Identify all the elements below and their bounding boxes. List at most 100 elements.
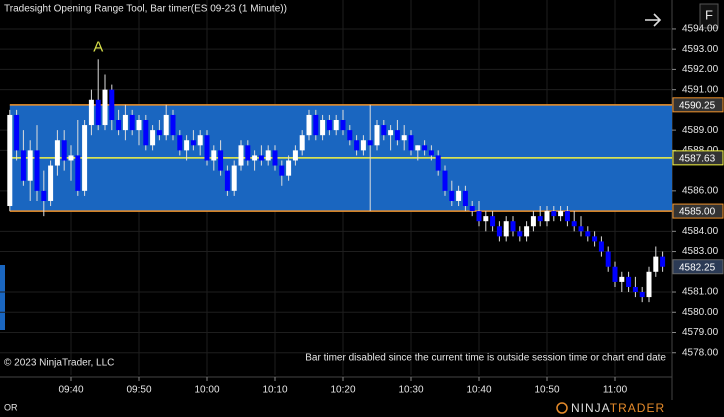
candle-body — [231, 165, 237, 191]
candle-body — [279, 165, 285, 176]
window-title: Tradesight Opening Range Tool, Bar timer… — [4, 4, 287, 15]
y-tick-label: 4584.00 — [682, 226, 719, 237]
candle-body — [122, 114, 128, 131]
candle-body — [401, 135, 407, 141]
candle-body — [306, 114, 312, 136]
x-tick-label: 10:10 — [262, 385, 287, 396]
candle-body — [313, 114, 319, 136]
y-tick-label: 4593.00 — [682, 44, 719, 55]
price-marker — [672, 203, 724, 219]
candle-body — [564, 211, 570, 222]
price-marker — [672, 97, 724, 113]
candle-body — [347, 130, 353, 141]
y-tick-label: 4586.00 — [682, 185, 719, 196]
y-tick-label: 4578.00 — [682, 347, 719, 358]
candle-body — [435, 155, 441, 171]
price-marker — [672, 259, 724, 275]
candle-body — [82, 125, 88, 191]
candle-body — [258, 155, 264, 161]
toolbar-button-label[interactable]: F — [705, 7, 713, 22]
logo-part: NINJA — [571, 401, 610, 415]
candle-body — [7, 114, 13, 207]
candle-body — [619, 276, 625, 282]
candle-body — [374, 125, 380, 146]
candle-body — [354, 140, 360, 151]
candle-body — [524, 226, 530, 237]
candle-body — [510, 221, 516, 232]
candle-body — [340, 120, 346, 131]
candle-body — [204, 135, 210, 161]
x-tick-label: 09:40 — [58, 385, 83, 396]
annotation: A — [93, 38, 103, 55]
candle-body — [184, 140, 190, 151]
candle-body — [218, 150, 224, 171]
candle-body — [646, 271, 652, 298]
candle-body — [95, 99, 101, 126]
candle-body — [102, 89, 108, 126]
x-tick-label: 09:50 — [126, 385, 151, 396]
candle-body — [272, 150, 278, 166]
candle-body — [551, 211, 557, 217]
copyright: © 2023 NinjaTrader, LLC — [4, 358, 114, 369]
candle-body — [265, 150, 271, 161]
candle-body — [156, 130, 162, 136]
candle-body — [639, 292, 645, 298]
y-tick-label: 4592.00 — [682, 64, 719, 75]
candle-body — [626, 276, 632, 287]
candle-body — [27, 150, 33, 181]
candle-body — [109, 89, 115, 121]
candle-body — [612, 266, 618, 282]
candle-body — [48, 165, 54, 201]
side-handle[interactable] — [0, 265, 5, 330]
candle-body — [517, 231, 523, 237]
candle-body — [333, 120, 339, 131]
price-marker-label: 4587.63 — [679, 153, 716, 164]
candle-body — [558, 211, 564, 217]
candle-body — [54, 140, 60, 166]
candle-body — [456, 190, 462, 201]
candle-body — [476, 211, 482, 222]
x-tick-label: 10:30 — [398, 385, 423, 396]
candle-body — [530, 216, 536, 227]
candle-body — [490, 216, 496, 227]
panel-label: OR — [4, 402, 18, 412]
candle-body — [75, 155, 81, 191]
candle-body — [170, 114, 176, 136]
logo-part: TRADER — [610, 401, 665, 415]
candle-body — [68, 155, 74, 161]
candle-body — [394, 130, 400, 141]
candle-body — [592, 236, 598, 242]
candle-body — [252, 155, 258, 161]
candle-body — [286, 160, 292, 176]
candle-body — [483, 216, 489, 222]
candle-body — [211, 150, 217, 161]
candle-body — [537, 216, 543, 222]
candle-body — [143, 120, 149, 146]
y-tick-label: 4583.00 — [682, 246, 719, 257]
y-tick-label: 4589.00 — [682, 125, 719, 136]
candle-body — [598, 241, 604, 252]
candle-body — [61, 140, 67, 161]
nav-arrow[interactable] — [645, 13, 662, 27]
candle-body — [469, 206, 475, 212]
logo-icon — [556, 402, 568, 414]
status-text: Bar timer disabled since the current tim… — [305, 353, 666, 364]
x-tick-label: 10:00 — [194, 385, 219, 396]
candle-body — [422, 145, 428, 151]
price-marker-label: 4585.00 — [679, 207, 716, 218]
candle-body — [381, 125, 387, 136]
candle-body — [20, 150, 26, 181]
candle-body — [428, 150, 434, 156]
y-tick-label: 4581.00 — [682, 287, 719, 298]
candle-body — [503, 221, 509, 237]
candle-body — [88, 99, 94, 126]
candle-body — [449, 190, 455, 201]
candle-body — [660, 256, 666, 267]
x-tick-label: 10:50 — [534, 385, 559, 396]
candle-body — [190, 140, 196, 146]
candle-body — [197, 135, 203, 146]
candle-body — [34, 150, 40, 191]
candle-body — [496, 226, 502, 237]
candle-body — [177, 135, 183, 151]
toolbar-button[interactable] — [699, 3, 719, 29]
